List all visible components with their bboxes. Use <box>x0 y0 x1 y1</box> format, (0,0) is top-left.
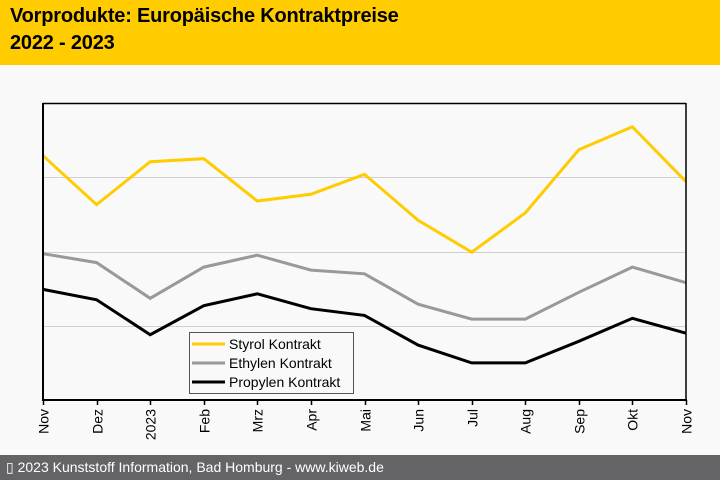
chart-title: Vorprodukte: Europäische Kontraktpreise <box>10 5 399 27</box>
x-tick-label: Okt <box>625 409 641 431</box>
legend-label: Propylen Kontrakt <box>229 374 340 390</box>
copyright-text: ▯ 2023 Kunststoff Information, Bad Hombu… <box>6 459 384 475</box>
series-lines <box>41 125 688 365</box>
x-tick-label: Apr <box>304 409 320 431</box>
gridlines <box>43 177 686 327</box>
x-tick-label: Feb <box>197 409 213 433</box>
x-tick-label: Jun <box>411 409 427 432</box>
axes <box>42 102 687 401</box>
x-tick-label: Dez <box>90 409 106 434</box>
x-tick-label: Sep <box>572 409 588 434</box>
chart-area: Nov Dez 2023 Feb Mrz Apr Mai Jun Jul Aug Sep Okt Nov… <box>0 65 720 455</box>
chart-header: Vorprodukte: Europäische Kontraktpreise … <box>0 0 720 65</box>
x-tick-label: Nov <box>679 409 695 434</box>
x-tick-label: Mai <box>358 409 374 432</box>
x-tick-label: Mrz <box>250 409 266 432</box>
copyright-footer: ▯ 2023 Kunststoff Information, Bad Hombu… <box>0 455 720 480</box>
x-tick-label: Aug <box>518 409 534 434</box>
legend-label: Styrol Kontrakt <box>229 336 321 352</box>
series-line-propylen-kontrakt <box>42 287 687 365</box>
x-tick-label: 2023 <box>143 409 159 440</box>
line-chart: Nov Dez 2023 Feb Mrz Apr Mai Jun Jul Aug Sep Okt Nov… <box>36 102 695 440</box>
series-line-ethylen-kontrakt <box>42 252 687 321</box>
chart-subtitle-years: 2022 - 2023 <box>10 32 115 54</box>
x-axis-ticks: Nov Dez 2023 Feb Mrz Apr Mai Jun Jul Aug Sep Okt Nov <box>36 400 695 440</box>
legend: Styrol Kontrakt Ethylen Kontrakt Propylen … <box>189 332 354 394</box>
legend-label: Ethylen Kontrakt <box>229 355 332 371</box>
x-tick-label: Nov <box>36 409 52 434</box>
series-line-styrol-kontrakt <box>41 125 688 254</box>
x-tick-label: Jul <box>465 409 481 427</box>
